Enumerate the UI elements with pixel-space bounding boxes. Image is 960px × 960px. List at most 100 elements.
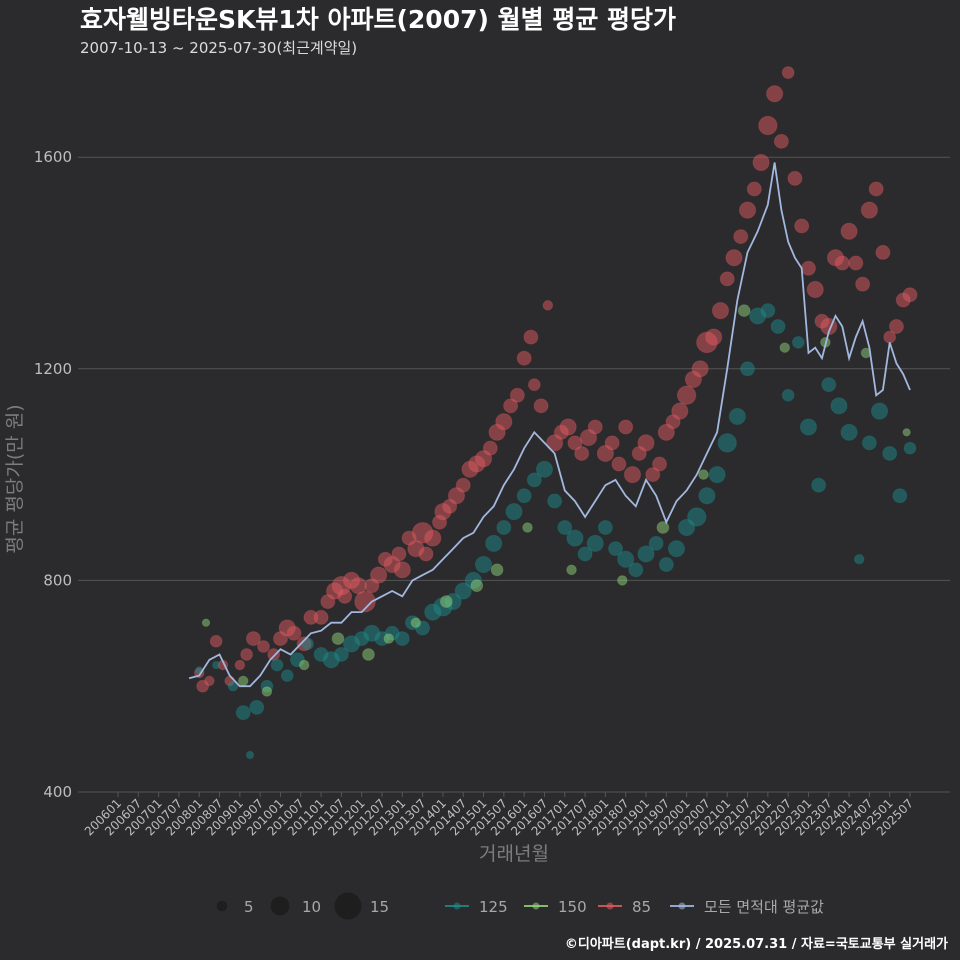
point-125 bbox=[394, 631, 410, 647]
y-axis-title: 평균 평당가(만 원) bbox=[4, 404, 26, 553]
point-150 bbox=[698, 469, 709, 480]
point-85 bbox=[834, 255, 850, 271]
point-125 bbox=[526, 472, 542, 488]
point-85 bbox=[313, 609, 329, 625]
point-85 bbox=[245, 631, 261, 647]
point-85 bbox=[354, 590, 376, 613]
point-85 bbox=[691, 360, 709, 378]
point-150 bbox=[261, 686, 273, 697]
legend-label: 85 bbox=[632, 898, 651, 916]
point-85 bbox=[546, 434, 564, 452]
point-150 bbox=[522, 522, 533, 533]
data-points bbox=[193, 66, 918, 760]
point-85 bbox=[424, 529, 442, 547]
point-125 bbox=[485, 534, 503, 552]
point-85 bbox=[516, 350, 532, 366]
point-125 bbox=[547, 493, 563, 509]
point-85 bbox=[204, 675, 215, 687]
point-125 bbox=[740, 361, 756, 377]
point-125 bbox=[717, 433, 737, 453]
point-85 bbox=[257, 640, 270, 653]
y-tick-label: 1600 bbox=[34, 148, 72, 166]
point-125 bbox=[903, 441, 917, 455]
grid-lines bbox=[78, 156, 950, 793]
point-125 bbox=[658, 557, 674, 573]
point-85 bbox=[587, 419, 603, 435]
point-125 bbox=[870, 402, 889, 420]
point-85 bbox=[618, 419, 634, 435]
point-85 bbox=[623, 466, 642, 484]
point-125 bbox=[799, 418, 818, 436]
point-85 bbox=[574, 445, 590, 461]
point-85 bbox=[447, 487, 466, 505]
point-85 bbox=[671, 402, 689, 420]
point-150 bbox=[656, 521, 670, 534]
point-85 bbox=[495, 413, 513, 431]
point-150 bbox=[490, 563, 504, 577]
point-85 bbox=[611, 456, 627, 472]
point-85 bbox=[860, 201, 878, 219]
point-125 bbox=[687, 507, 707, 527]
legend-size-label: 10 bbox=[302, 898, 321, 916]
point-125 bbox=[667, 540, 686, 558]
point-125 bbox=[227, 680, 239, 692]
legend: 5 10 15 125 150 85 모든 면적대 평균값 bbox=[216, 892, 824, 920]
legend-marker bbox=[606, 902, 614, 910]
point-150 bbox=[470, 579, 484, 593]
point-125 bbox=[840, 423, 858, 441]
point-85 bbox=[509, 387, 525, 403]
point-125 bbox=[586, 534, 604, 552]
point-125 bbox=[474, 555, 493, 574]
point-150 bbox=[617, 575, 628, 586]
legend-marker bbox=[678, 902, 686, 910]
point-150 bbox=[298, 659, 310, 671]
legend-label: 150 bbox=[558, 898, 587, 916]
point-85 bbox=[391, 546, 407, 562]
point-85 bbox=[806, 280, 824, 299]
point-85 bbox=[902, 287, 918, 303]
y-tick-label: 1200 bbox=[34, 360, 72, 378]
point-85 bbox=[733, 229, 749, 245]
point-85 bbox=[705, 328, 723, 346]
legend-marker bbox=[532, 902, 540, 910]
point-125 bbox=[853, 553, 865, 565]
point-125 bbox=[760, 303, 776, 319]
point-85 bbox=[719, 271, 735, 287]
point-150 bbox=[439, 595, 453, 608]
point-125 bbox=[516, 488, 532, 504]
point-125 bbox=[770, 318, 786, 334]
point-85 bbox=[579, 428, 598, 447]
legend-size-label: 15 bbox=[370, 898, 389, 916]
point-125 bbox=[728, 407, 746, 426]
point-85 bbox=[781, 66, 795, 79]
point-85 bbox=[455, 477, 471, 493]
point-85 bbox=[527, 378, 541, 392]
point-85 bbox=[559, 418, 577, 436]
point-85 bbox=[676, 385, 697, 405]
legend-label: 모든 면적대 평균값 bbox=[704, 898, 824, 916]
point-85 bbox=[868, 181, 884, 197]
point-85 bbox=[533, 398, 549, 414]
point-150 bbox=[779, 342, 791, 353]
point-125 bbox=[781, 388, 795, 402]
point-150 bbox=[902, 428, 911, 437]
point-125 bbox=[505, 503, 523, 521]
point-85 bbox=[840, 222, 858, 240]
point-85 bbox=[738, 201, 757, 219]
point-150 bbox=[237, 675, 249, 687]
point-85 bbox=[752, 153, 770, 172]
point-85 bbox=[393, 561, 411, 579]
legend-marker bbox=[453, 902, 461, 910]
point-85 bbox=[523, 329, 539, 345]
point-125 bbox=[892, 488, 908, 504]
point-85 bbox=[746, 181, 762, 197]
chart-subtitle: 2007-10-13 ~ 2025-07-30(최근계약일) bbox=[80, 39, 357, 57]
point-85 bbox=[503, 398, 519, 414]
y-tick-label: 400 bbox=[43, 783, 72, 801]
point-85 bbox=[758, 115, 778, 136]
point-85 bbox=[888, 318, 904, 334]
point-150 bbox=[362, 648, 375, 661]
point-125 bbox=[608, 541, 624, 557]
point-125 bbox=[821, 377, 837, 393]
